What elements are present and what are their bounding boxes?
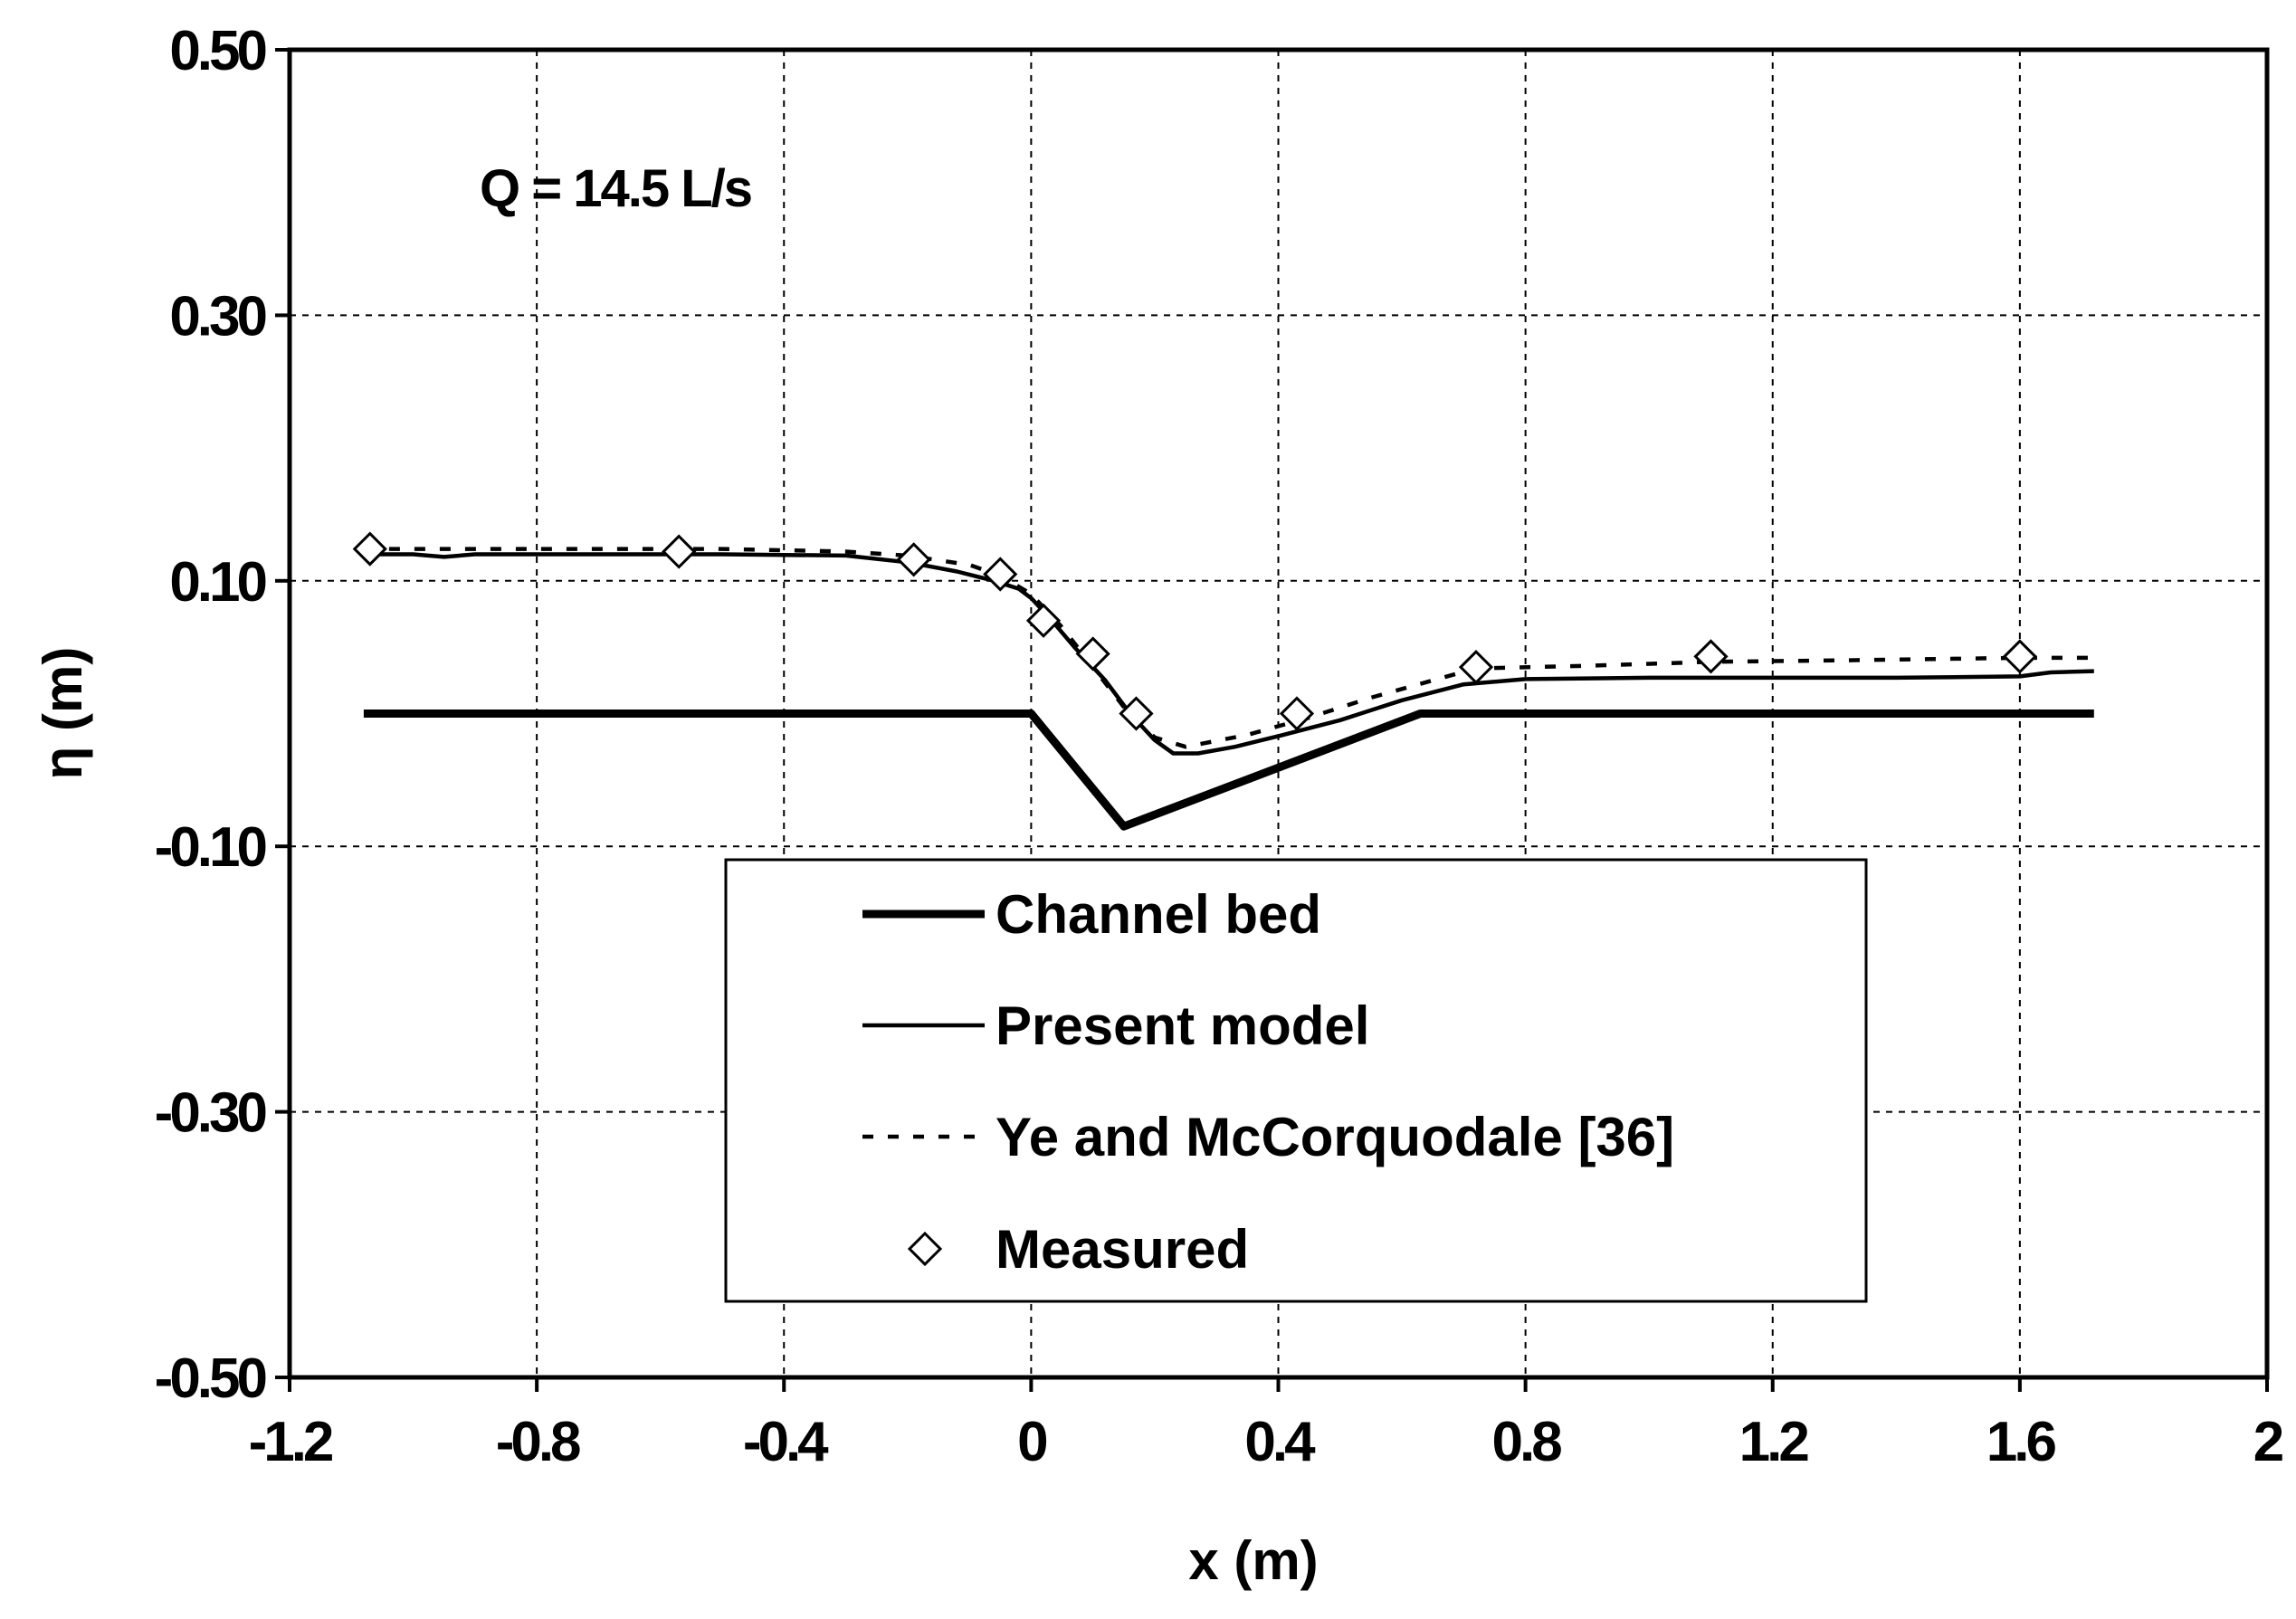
- data-point-measured: [1025, 603, 1062, 638]
- series-line-present-model: [363, 552, 2094, 756]
- legend-label-present-model: Present model: [996, 995, 1369, 1056]
- y-tick-label: -0.50: [155, 1348, 266, 1410]
- x-tick-label: 2: [2253, 1411, 2282, 1473]
- y-tick-label: -0.10: [155, 816, 266, 879]
- data-point-measured: [983, 557, 1018, 592]
- series-line-channel-bed: [363, 710, 2094, 831]
- data-point-measured: [1693, 639, 1729, 674]
- y-axis-ticks: -0.50 -0.30 -0.10 0.10 0.30 0.50: [155, 20, 290, 1410]
- x-tick-label: -0.4: [743, 1411, 829, 1473]
- x-tick-label: 0.4: [1244, 1411, 1316, 1473]
- data-point-measured: [1075, 636, 1110, 671]
- x-axis-label: x (m): [1188, 1530, 1318, 1591]
- x-tick-label: 0: [1017, 1411, 1046, 1473]
- legend-swatch-measured: [907, 1231, 943, 1267]
- y-tick-label: 0.10: [169, 551, 265, 614]
- series-line-ye-and-mccorquodale-36: [363, 547, 2094, 749]
- x-tick-label: 1.2: [1739, 1411, 1808, 1473]
- data-point-measured: [2002, 639, 2037, 674]
- y-tick-label: 0.30: [169, 285, 265, 348]
- legend-box: [724, 858, 1868, 1303]
- series-layer: [352, 531, 2094, 831]
- data-point-measured: [1279, 696, 1315, 731]
- y-tick-label: 0.50: [169, 20, 265, 82]
- data-point-measured: [1119, 696, 1154, 731]
- x-tick-label: -0.8: [496, 1411, 580, 1473]
- data-point-measured: [352, 531, 387, 567]
- y-tick-label: -0.30: [155, 1082, 266, 1145]
- legend-label-ye-and-mccorquodale-36: Ye and McCorquodale [36]: [996, 1107, 1674, 1167]
- data-point-measured: [662, 534, 697, 569]
- flow-annotation: Q = 14.5 L/s: [480, 159, 751, 218]
- data-point-measured: [1458, 650, 1494, 685]
- legend-label-measured: Measured: [996, 1219, 1249, 1280]
- x-tick-label: 1.6: [1986, 1411, 2056, 1473]
- legend-label-channel-bed: Channel bed: [996, 884, 1321, 945]
- x-axis-ticks: -1.2 -0.8 -0.4 0 0.4 0.8 1.2 1.6 2: [249, 1377, 2286, 1473]
- y-axis-label: η (m): [33, 647, 93, 780]
- data-point-measured: [896, 542, 931, 577]
- x-tick-label: -1.2: [249, 1411, 332, 1473]
- x-tick-label: 0.8: [1492, 1411, 1562, 1473]
- legend: Channel bed Present model Ye and McCorquod…: [724, 858, 1868, 1303]
